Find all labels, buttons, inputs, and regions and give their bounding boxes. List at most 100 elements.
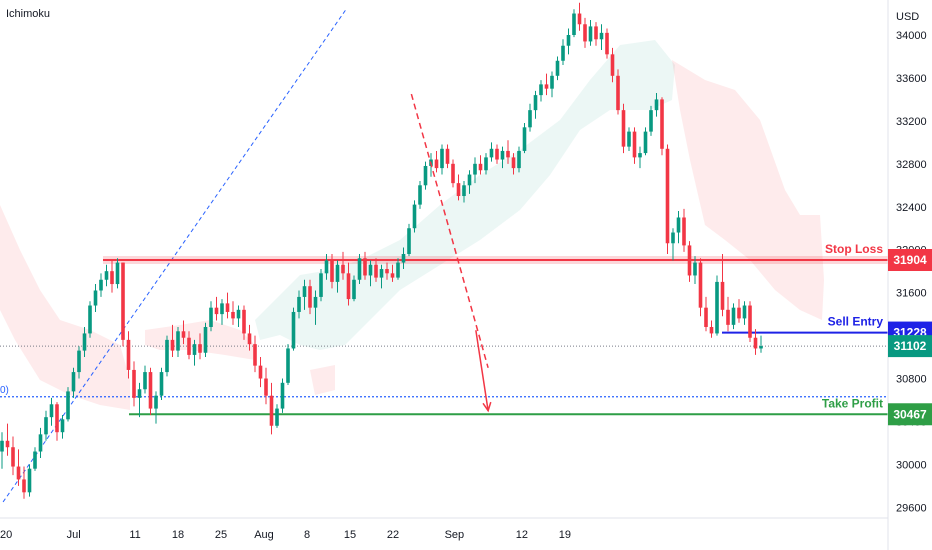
candle bbox=[649, 105, 653, 136]
candle bbox=[165, 335, 169, 377]
y-tick-label: 32800 bbox=[896, 159, 927, 171]
x-tick-label: Aug bbox=[254, 529, 274, 541]
candle-body bbox=[302, 286, 307, 297]
candle-body bbox=[132, 369, 136, 398]
candle bbox=[313, 290, 318, 325]
candle-body bbox=[385, 269, 389, 274]
candle bbox=[253, 335, 257, 373]
candle bbox=[654, 92, 659, 117]
candle-body bbox=[11, 447, 15, 467]
candle bbox=[665, 144, 670, 254]
candle bbox=[44, 410, 48, 441]
candle bbox=[401, 247, 406, 270]
candle bbox=[5, 423, 10, 456]
candle bbox=[269, 382, 274, 435]
candle-body bbox=[704, 307, 708, 327]
x-tick-label: Sep bbox=[445, 529, 465, 541]
candle bbox=[759, 335, 763, 353]
candle-body bbox=[66, 391, 70, 420]
candle-body bbox=[71, 372, 76, 392]
x-tick-label: 25 bbox=[215, 529, 227, 541]
candle bbox=[473, 157, 477, 184]
candle-body bbox=[561, 45, 565, 61]
candle bbox=[462, 180, 466, 203]
candle bbox=[720, 253, 725, 317]
candle-body bbox=[583, 24, 587, 42]
cloud-region-3 bbox=[310, 365, 335, 395]
candle-body bbox=[99, 279, 103, 291]
candle-body bbox=[682, 217, 686, 246]
candle-body bbox=[236, 309, 241, 319]
candle-body bbox=[390, 273, 395, 278]
candle-body bbox=[528, 110, 532, 128]
y-tick-label: 33200 bbox=[896, 116, 927, 128]
candle bbox=[638, 146, 642, 169]
candle bbox=[11, 436, 15, 476]
candle bbox=[742, 301, 747, 325]
candle-body bbox=[379, 269, 384, 278]
x-tick-label: 11 bbox=[129, 529, 140, 541]
candle bbox=[154, 391, 158, 424]
x-tick-label: 8 bbox=[304, 529, 310, 541]
candle bbox=[121, 262, 125, 347]
candle-body bbox=[0, 440, 4, 452]
candle-body bbox=[544, 84, 549, 89]
candle-body bbox=[742, 305, 747, 319]
candle bbox=[247, 324, 252, 351]
candle-body bbox=[170, 339, 175, 351]
candle bbox=[346, 262, 351, 306]
candle-body bbox=[352, 279, 356, 300]
y-tick-label: 31600 bbox=[896, 288, 927, 300]
candle-body bbox=[126, 339, 131, 370]
candle bbox=[693, 256, 697, 285]
y-tick-label: 33600 bbox=[896, 73, 927, 85]
candle-body bbox=[462, 185, 466, 197]
candle-body bbox=[638, 153, 642, 158]
y-tick-label: 29600 bbox=[896, 502, 927, 514]
candle-body bbox=[506, 150, 510, 158]
candle-body bbox=[577, 13, 582, 25]
sell-entry-label: Sell Entry bbox=[828, 315, 884, 329]
y-tick-label: 32400 bbox=[896, 202, 927, 214]
candle-body bbox=[654, 99, 659, 111]
cloud-region-4 bbox=[672, 60, 824, 320]
last-price-price-tag-label: 31102 bbox=[894, 339, 927, 353]
candle bbox=[379, 264, 384, 289]
candle bbox=[82, 326, 87, 358]
candle bbox=[451, 159, 455, 188]
candle-body bbox=[484, 157, 488, 171]
candle-body bbox=[5, 440, 10, 448]
candle-body bbox=[693, 262, 697, 276]
candle bbox=[115, 258, 120, 289]
candle-body bbox=[539, 84, 543, 96]
last-price-price-tag bbox=[888, 335, 932, 358]
candle-body bbox=[550, 75, 554, 89]
candle-body bbox=[110, 271, 114, 285]
indicator-label[interactable]: Ichimoku bbox=[6, 8, 50, 20]
candle-body bbox=[77, 350, 81, 373]
candle-body bbox=[665, 148, 670, 244]
candle bbox=[599, 24, 604, 51]
candle-body bbox=[748, 305, 752, 338]
candle bbox=[49, 397, 54, 426]
x-tick-label: 22 bbox=[387, 529, 399, 541]
candle bbox=[698, 258, 703, 317]
candle bbox=[27, 464, 32, 497]
candle bbox=[588, 19, 593, 46]
candle-body bbox=[176, 331, 180, 351]
stop-loss-label: Stop Loss bbox=[825, 242, 883, 256]
candle bbox=[434, 150, 439, 173]
candle-body bbox=[275, 408, 279, 426]
candle-body bbox=[632, 131, 637, 158]
candle bbox=[561, 39, 565, 66]
candle-body bbox=[159, 372, 164, 396]
candle bbox=[330, 253, 334, 289]
candle bbox=[110, 260, 114, 293]
candle-body bbox=[286, 348, 290, 383]
currency-label: USD bbox=[896, 11, 919, 23]
candle bbox=[423, 161, 428, 190]
candle-body bbox=[335, 264, 340, 282]
candle-body bbox=[247, 333, 252, 345]
candle-body bbox=[423, 165, 428, 186]
candle bbox=[275, 404, 279, 428]
